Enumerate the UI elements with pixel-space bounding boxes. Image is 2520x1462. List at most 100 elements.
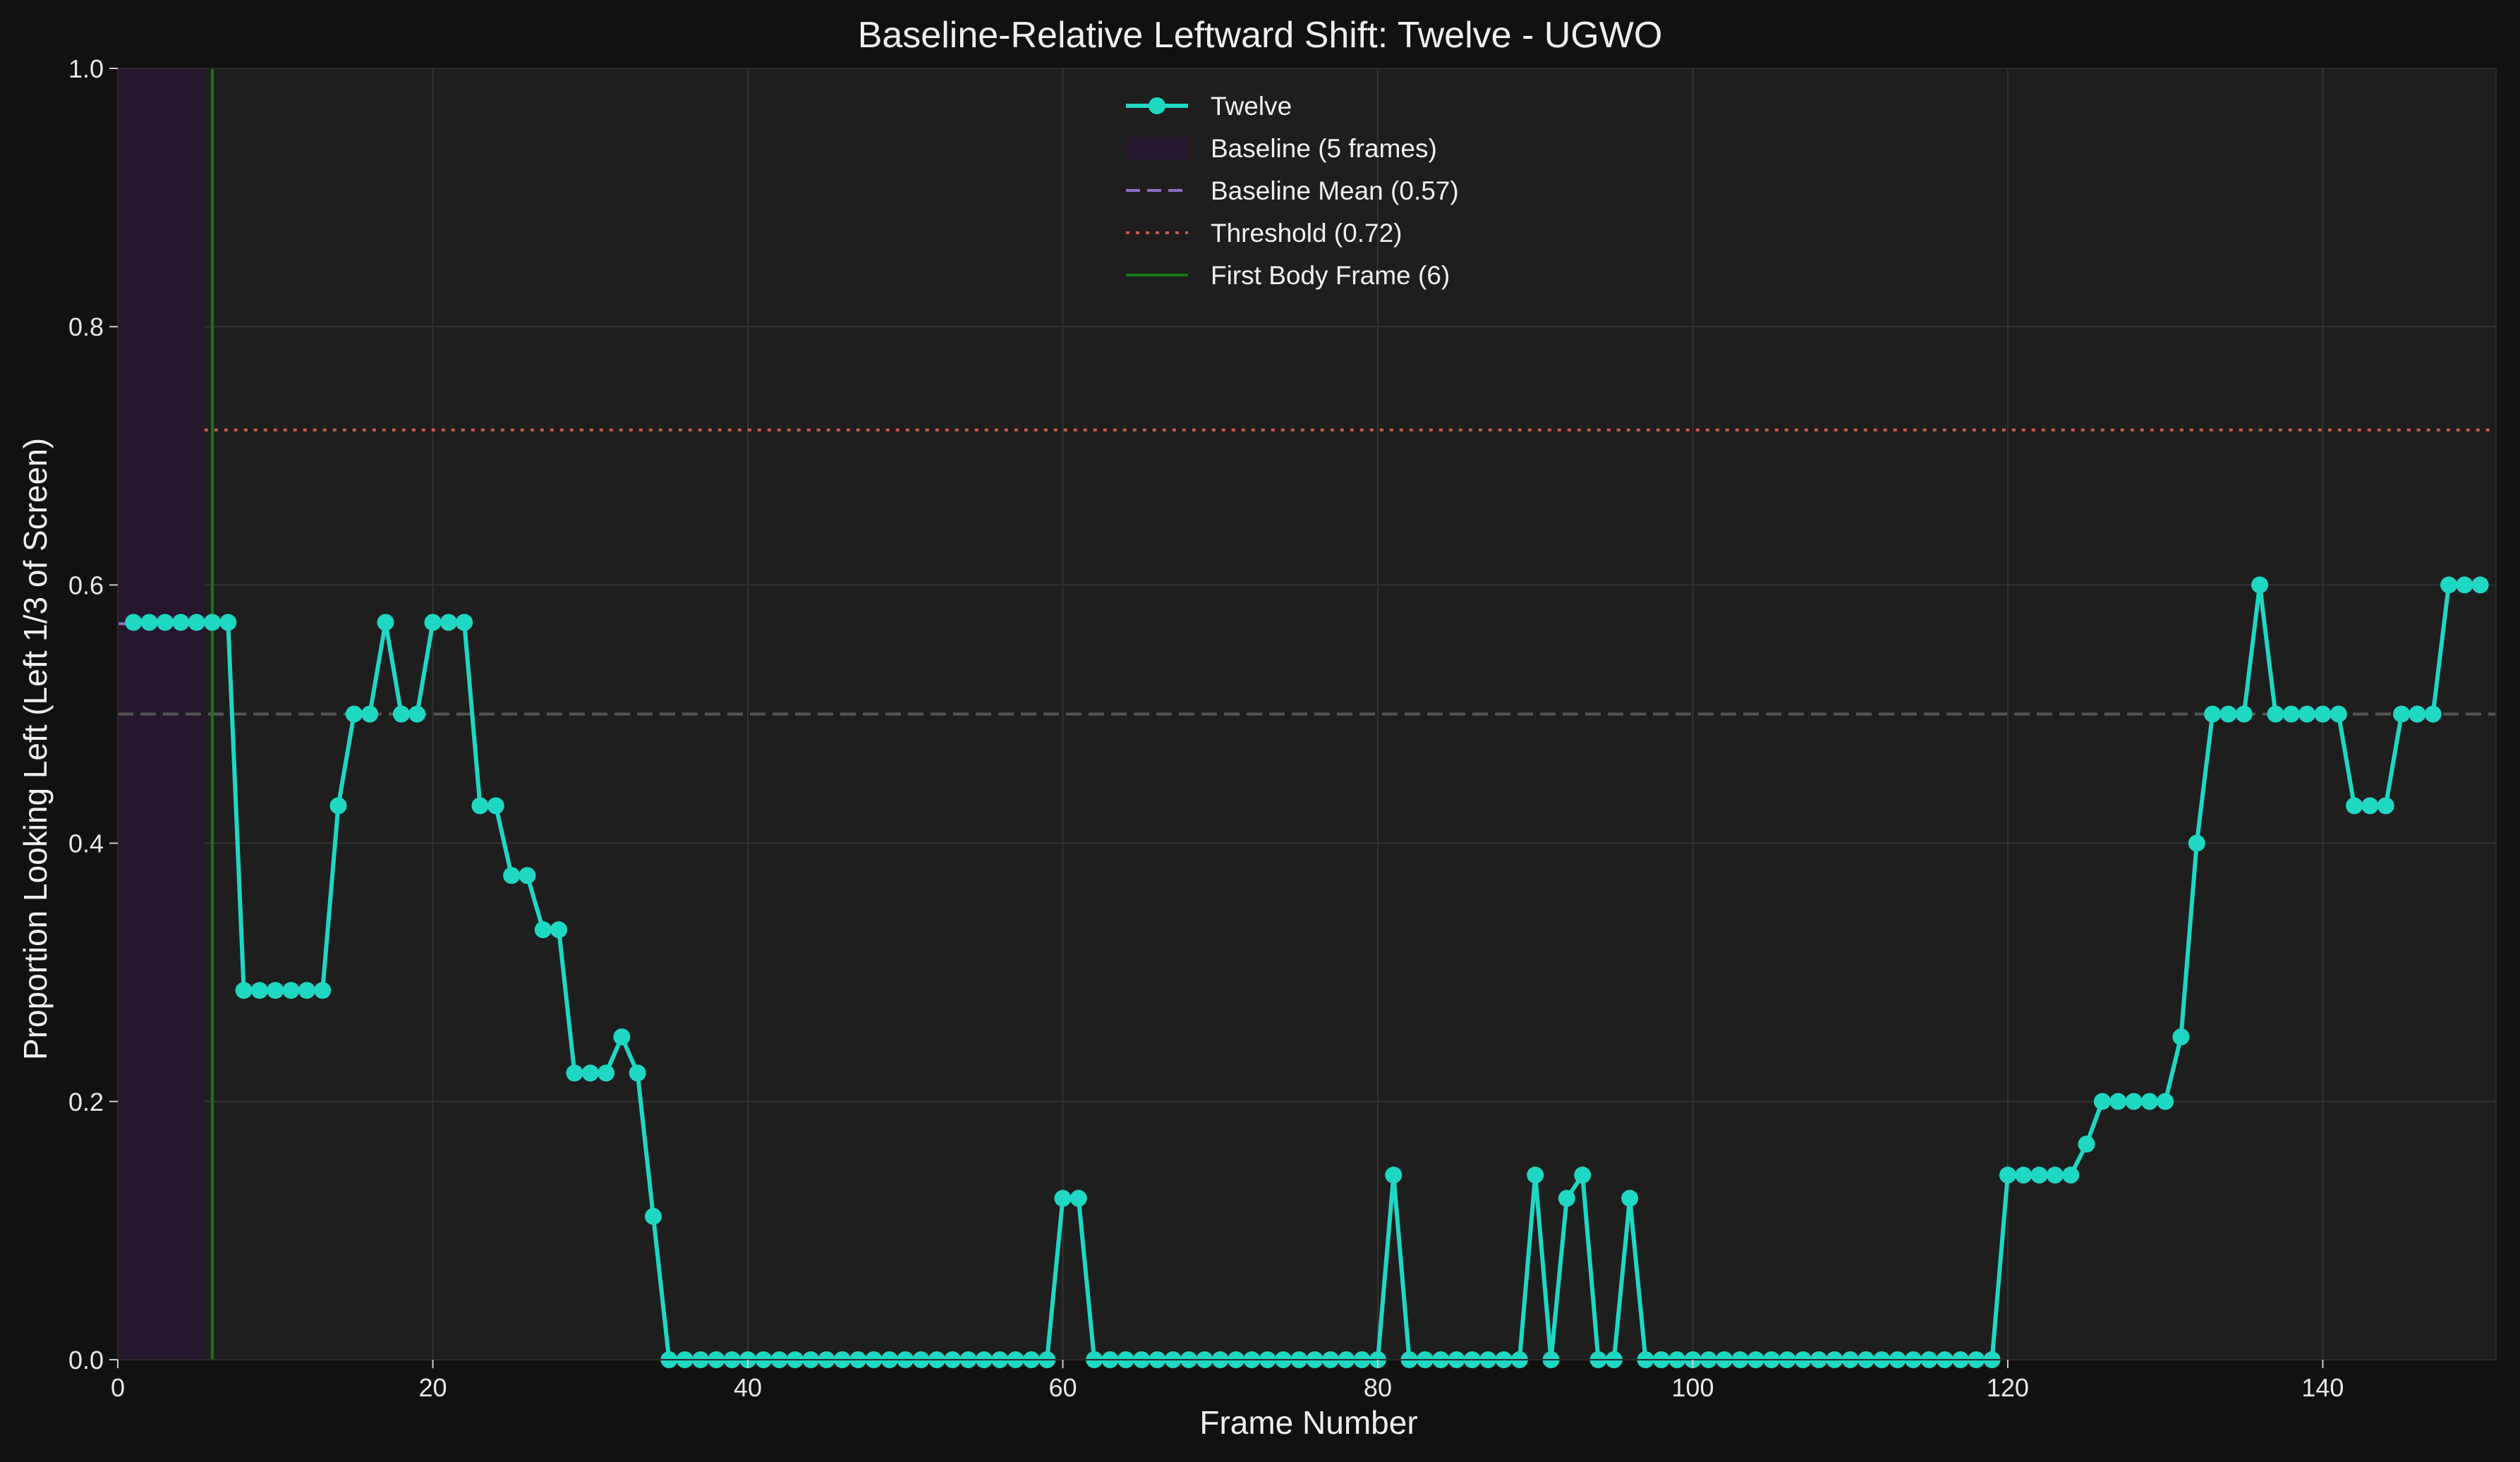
data-point (2393, 705, 2411, 723)
data-point (503, 867, 521, 884)
data-point (235, 982, 253, 999)
data-point (2314, 705, 2332, 723)
data-point (2330, 705, 2347, 723)
data-point (519, 867, 536, 884)
data-point (645, 1207, 662, 1225)
y-axis-label: Proportion Looking Left (Left 1/3 of Scr… (17, 438, 54, 1060)
data-point (250, 982, 268, 999)
data-point (172, 614, 190, 631)
x-tick-label: 60 (1048, 1373, 1077, 1402)
data-point (282, 982, 300, 999)
y-tick-label: 0.4 (68, 829, 104, 858)
data-point (1558, 1190, 1575, 1207)
data-point (629, 1064, 646, 1082)
data-point (361, 705, 379, 723)
data-point (2456, 576, 2473, 594)
tick-labels: 0 20 40 60 80 100 120 140 0.0 0.2 0.4 0.6 0.8 1.0 (68, 54, 2344, 1402)
y-tick-label: 0.8 (68, 312, 104, 341)
data-point (2251, 576, 2269, 594)
legend: Twelve Baseline (5 frames) Baseline Mean (… (1126, 92, 1459, 290)
y-tick-label: 0.0 (68, 1346, 104, 1375)
data-point (329, 797, 347, 815)
data-point (377, 614, 394, 631)
data-point (534, 921, 552, 939)
data-point (1621, 1190, 1639, 1207)
legend-marker-twelve (1149, 97, 1165, 114)
data-point (1999, 1166, 2016, 1184)
data-point (2140, 1092, 2158, 1110)
data-point (598, 1064, 615, 1082)
x-axis-label: Frame Number (1199, 1404, 1417, 1441)
data-point (156, 614, 174, 631)
data-point (440, 614, 457, 631)
data-point (1574, 1166, 1592, 1184)
data-point (298, 982, 315, 999)
x-tick-label: 80 (1364, 1373, 1392, 1402)
data-point (1385, 1166, 1403, 1184)
data-point (392, 705, 410, 723)
data-point (566, 1064, 583, 1082)
x-tick-label: 140 (2301, 1373, 2344, 1402)
data-point (408, 705, 426, 723)
data-point (471, 797, 489, 815)
data-point (456, 614, 473, 631)
axes (109, 68, 2497, 1368)
data-point (2282, 705, 2300, 723)
data-point (2109, 1092, 2127, 1110)
data-point (581, 1064, 599, 1082)
data-point (1054, 1190, 1072, 1207)
data-point (2015, 1166, 2033, 1184)
data-point (2046, 1166, 2064, 1184)
data-point (2172, 1028, 2190, 1046)
data-point (2409, 705, 2426, 723)
legend-label: Twelve (1211, 92, 1292, 121)
x-tick-label: 20 (418, 1373, 447, 1402)
data-point (2125, 1092, 2143, 1110)
data-point (1527, 1166, 1544, 1184)
x-tick-label: 0 (111, 1373, 125, 1402)
data-point (2361, 797, 2379, 815)
legend-label: Baseline Mean (0.57) (1211, 176, 1459, 205)
data-point (2062, 1166, 2080, 1184)
data-point (2440, 576, 2458, 594)
data-point (424, 614, 442, 631)
data-point (345, 705, 363, 723)
legend-label: Threshold (0.72) (1211, 219, 1402, 248)
data-point (2219, 705, 2237, 723)
x-tick-label: 40 (734, 1373, 762, 1402)
data-point (2188, 834, 2205, 852)
data-point (2157, 1092, 2174, 1110)
data-point (550, 921, 568, 939)
data-point (2030, 1166, 2048, 1184)
data-point (125, 614, 143, 631)
data-point (314, 982, 332, 999)
data-point (140, 614, 158, 631)
data-point (267, 982, 284, 999)
data-point (613, 1028, 631, 1046)
data-point (2093, 1092, 2111, 1110)
x-tick-label: 100 (1671, 1373, 1714, 1402)
legend-label: Baseline (5 frames) (1211, 134, 1437, 163)
data-point (219, 614, 237, 631)
data-point (2377, 797, 2394, 815)
x-tick-label: 120 (1987, 1373, 2029, 1402)
data-point (487, 797, 504, 815)
data-point (2346, 797, 2363, 815)
plot-frame (117, 68, 2497, 1360)
data-point (2298, 705, 2316, 723)
y-tick-label: 0.6 (68, 571, 104, 599)
data-point (2204, 705, 2222, 723)
data-point (188, 614, 205, 631)
y-tick-label: 0.2 (68, 1088, 104, 1116)
data-point (2235, 705, 2253, 723)
legend-handle-baseline (1126, 137, 1188, 159)
data-point (2471, 576, 2489, 594)
legend-label: First Body Frame (6) (1211, 261, 1450, 290)
y-tick-label: 1.0 (68, 54, 104, 83)
data-point (2078, 1135, 2095, 1153)
data-point (2424, 705, 2442, 723)
chart-title: Baseline-Relative Leftward Shift: Twelve… (858, 15, 1663, 56)
data-point (1070, 1190, 1087, 1207)
data-point (2267, 705, 2284, 723)
